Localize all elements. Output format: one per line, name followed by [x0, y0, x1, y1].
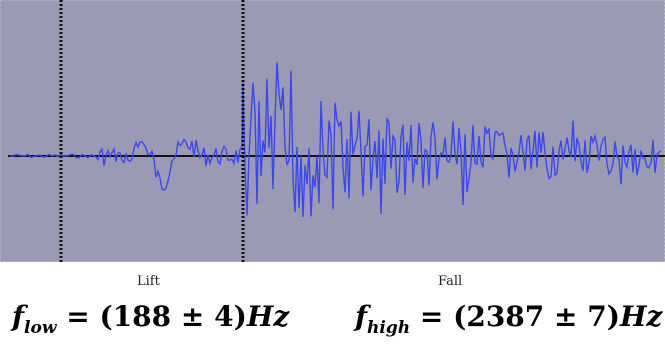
formula-high-subscript: high	[367, 318, 411, 338]
waveform-background	[0, 0, 665, 262]
formula-high-frequency: fhigh = (2387 ± 7)Hz	[355, 300, 663, 338]
formula-high-unit: Hz	[619, 300, 663, 333]
formula-low-expression: = (188 ± 4)	[56, 300, 247, 333]
waveform-panel	[0, 0, 665, 262]
waveform-trace	[9, 61, 662, 218]
fall-label: Fall	[438, 274, 463, 289]
formula-high-symbol: f	[355, 300, 368, 333]
formula-low-frequency: flow = (188 ± 4)Hz	[12, 300, 290, 338]
formula-low-symbol: f	[12, 300, 25, 333]
formula-low-unit: Hz	[246, 300, 290, 333]
formula-high-expression: = (2387 ± 7)	[410, 300, 620, 333]
formula-low-subscript: low	[24, 318, 57, 338]
waveform-line	[9, 61, 662, 218]
waveform-border	[0, 0, 665, 262]
lift-label: Lift	[137, 274, 160, 289]
